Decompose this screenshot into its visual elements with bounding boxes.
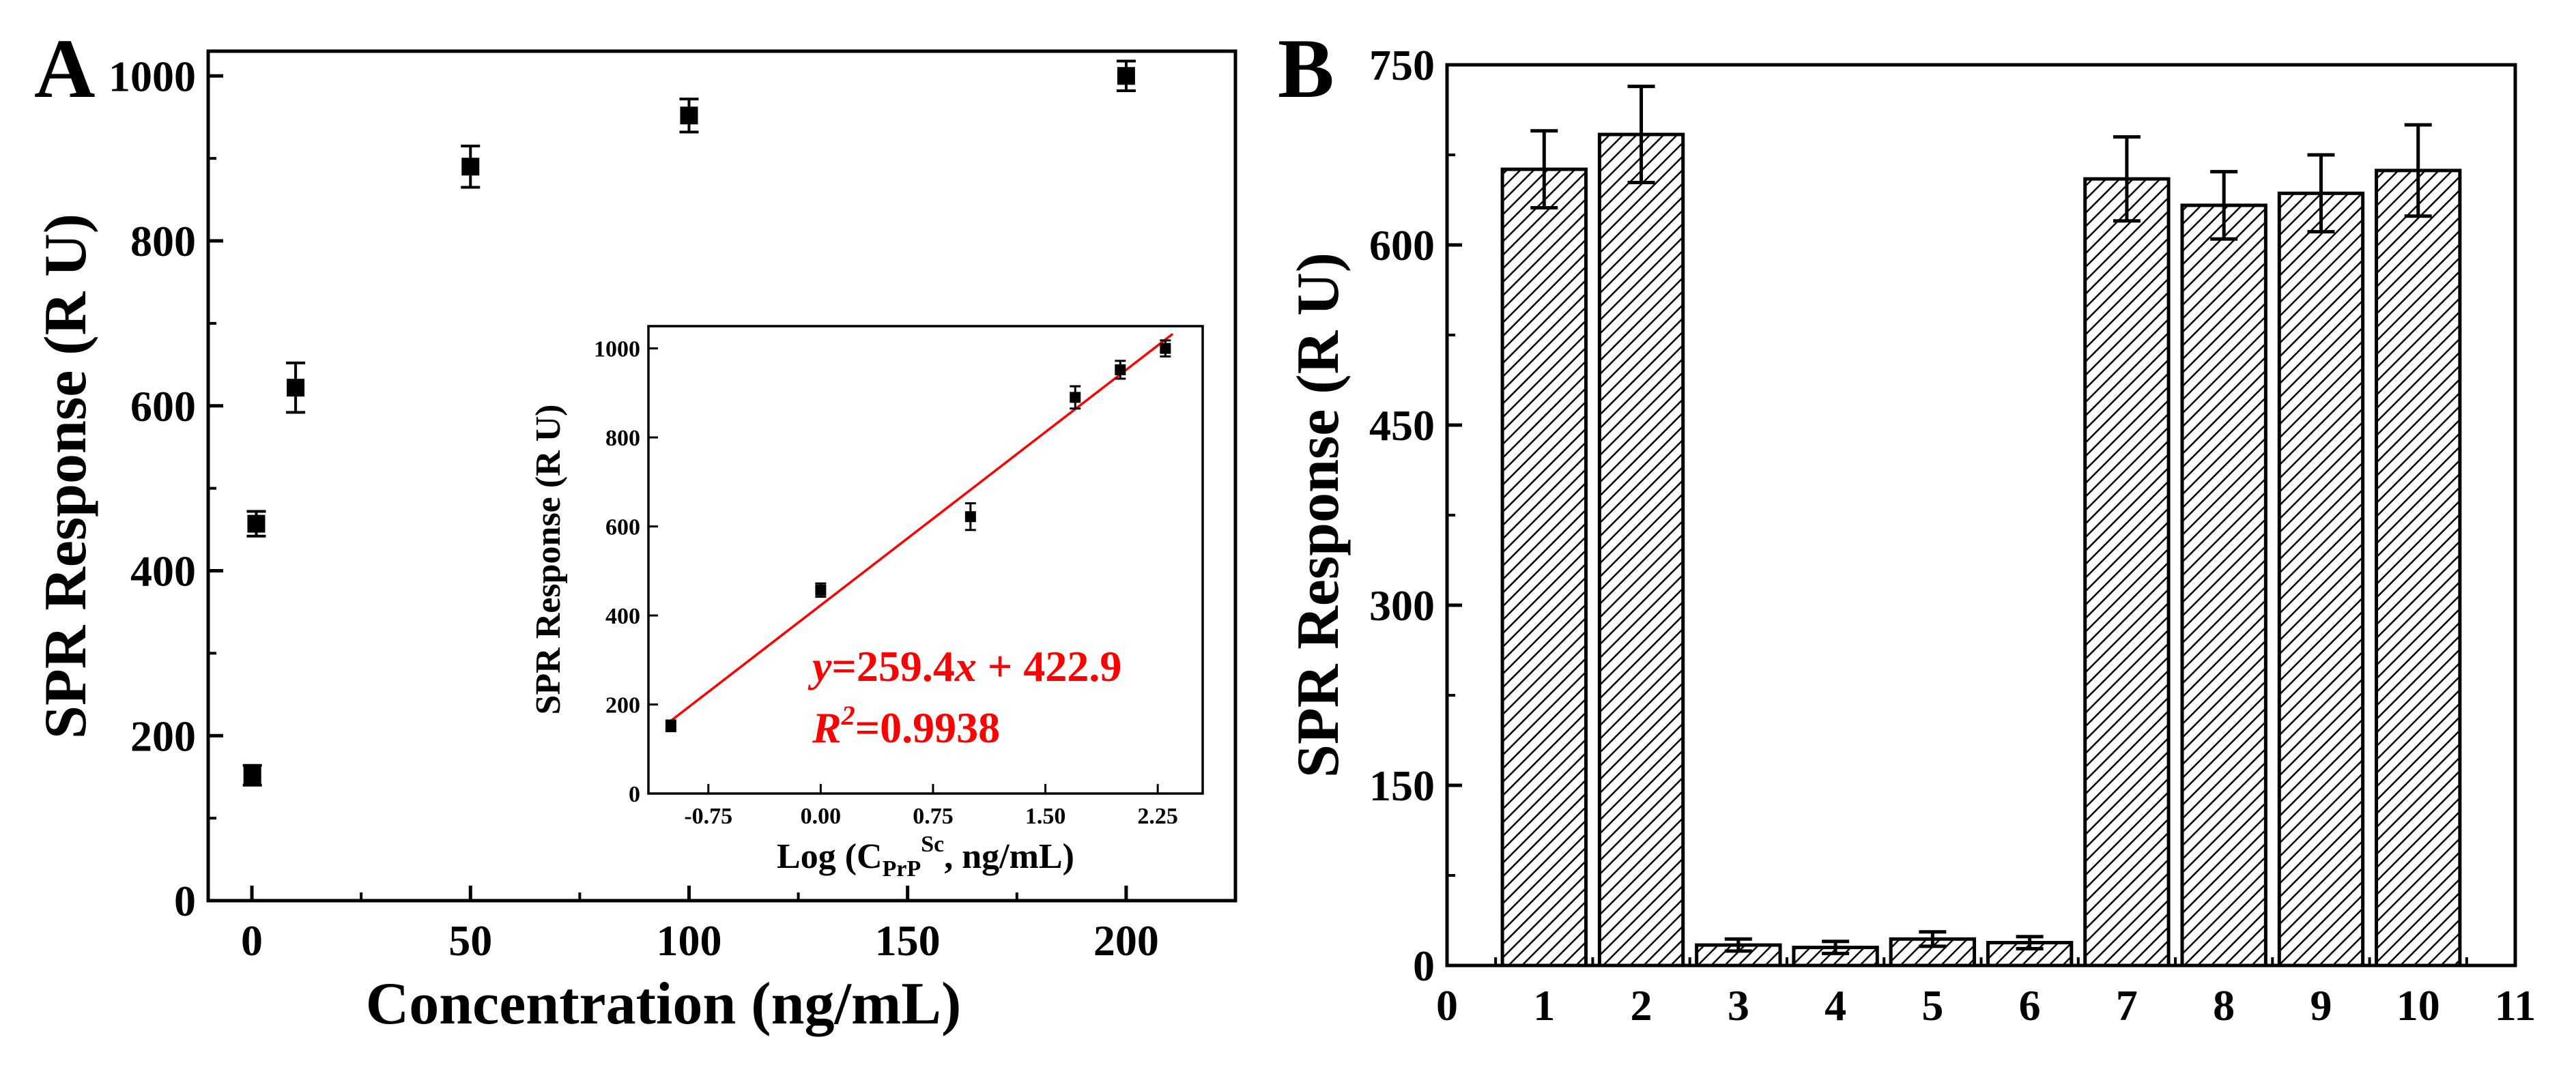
panel-a-x-axis-title: Concentration (ng/mL) (366, 971, 962, 1037)
panel-b-bars (1500, 85, 2462, 968)
panel-b-y-axis: 0 150 300 450 600 750 (1369, 41, 1462, 990)
panel-a-x-axis: 0 50 100 150 200 (241, 886, 1159, 965)
bar (2180, 203, 2267, 968)
inset-y-tick-label: 0 (629, 782, 640, 807)
inset-x-tick-label: 2.25 (1137, 804, 1178, 829)
inset-y-tick-label: 1000 (594, 337, 640, 362)
data-point (247, 514, 266, 533)
y-tick-label: 1000 (109, 52, 196, 100)
x-tick-label: 50 (448, 916, 492, 965)
inset-data-point (1160, 343, 1171, 354)
inset-plot-frame (647, 325, 1204, 795)
x-tick-label: 2 (1631, 981, 1652, 1030)
inset-y-tick-label: 800 (605, 426, 640, 451)
inset-data-point (1115, 364, 1126, 375)
inset-data-point (1070, 392, 1081, 403)
inset-fit-line (670, 333, 1174, 722)
inset-x-axis: -0.75 0.00 0.75 1.50 2.25 (684, 784, 1178, 829)
x-tick-label: 11 (2495, 981, 2536, 1030)
inset-x-axis-title: Log (CPrPSc, ng/mL) (777, 832, 1074, 882)
bar (2277, 191, 2365, 968)
inset-x-axis-title-suffix: , ng/mL) (944, 837, 1074, 876)
data-point (243, 766, 261, 785)
bar (1500, 167, 1588, 968)
y-tick-label: 400 (130, 547, 196, 596)
x-tick-label: 4 (1824, 981, 1846, 1030)
data-point (461, 158, 480, 176)
y-tick-label: 600 (130, 382, 196, 431)
data-point (1117, 67, 1135, 85)
y-tick-label: 150 (1369, 761, 1435, 810)
x-tick-label: 0 (241, 916, 263, 965)
y-tick-label: 600 (1369, 221, 1435, 270)
inset-data-point (964, 511, 976, 523)
bar (1889, 937, 1977, 968)
data-point (287, 379, 305, 397)
inset-x-tick-label: -0.75 (684, 804, 732, 829)
panel-b-x-axis: 0 1 2 3 4 5 6 7 8 9 10 11 (1436, 950, 2536, 1030)
bar (1986, 941, 2074, 968)
r-squared-value: =0.9938 (855, 703, 1000, 752)
y-tick-label: 0 (174, 877, 196, 925)
y-tick-label: 200 (130, 712, 196, 760)
r-squared: R2=0.9938 (812, 700, 1000, 752)
r-squared-letter: R (812, 703, 842, 752)
inset-y-tick-label: 600 (605, 515, 640, 540)
y-tick-label: 0 (1413, 942, 1435, 990)
inset-x-axis-title-superscript: Sc (921, 832, 944, 857)
x-tick-label: 5 (1921, 981, 1943, 1030)
inset-data-point (665, 720, 676, 731)
x-tick-label: 100 (656, 916, 721, 965)
inset-data-point (815, 584, 827, 596)
inset-y-axis: 0 200 400 600 800 1000 (594, 337, 658, 807)
fit-equation-slope: =259.4 (831, 642, 954, 690)
x-tick-label: 1 (1533, 981, 1555, 1030)
panel-a: A 0 200 400 600 800 1000 0 50 100 150 200 SPR Res… (33, 22, 1237, 1037)
panel-b-y-axis-title: SPR Response (R U) (1285, 252, 1351, 778)
x-tick-label: 9 (2310, 981, 2332, 1030)
y-tick-label: 300 (1369, 581, 1435, 630)
y-tick-label: 450 (1369, 401, 1435, 450)
bar (1597, 132, 1685, 968)
inset-x-axis-title-prefix: Log (C (777, 837, 883, 876)
x-tick-label: 0 (1436, 981, 1458, 1030)
x-tick-label: 3 (1728, 981, 1749, 1030)
panel-b: B 0 150 300 450 600 750 0 1 2 3 4 5 6 7 8 9 10 11 SPR Re… (1278, 22, 2536, 1030)
fit-equation: y=259.4x + 422.9 (807, 642, 1121, 690)
x-tick-label: 10 (2396, 981, 2440, 1030)
y-tick-label: 800 (130, 217, 196, 265)
inset-data-series (665, 339, 1171, 733)
data-point (680, 106, 698, 125)
inset-x-tick-label: 0.75 (913, 804, 954, 829)
inset-x-tick-label: 0.00 (801, 804, 842, 829)
panel-a-plot-frame (206, 49, 1237, 903)
x-tick-label: 8 (2213, 981, 2235, 1030)
panel-a-label: A (34, 22, 96, 115)
inset-y-tick-label: 400 (605, 604, 640, 629)
fit-equation-x: x (954, 642, 977, 690)
y-tick-label: 750 (1369, 41, 1435, 89)
inset-x-axis-title-subscript: PrP (883, 856, 921, 882)
inset-y-tick-label: 200 (605, 693, 640, 718)
panel-b-label: B (1278, 22, 1334, 115)
r-squared-superscript: 2 (841, 700, 855, 731)
inset-y-axis-title: SPR Response (R U) (529, 405, 568, 715)
x-tick-label: 6 (2019, 981, 2041, 1030)
panel-a-y-axis-title: SPR Response (R U) (33, 214, 99, 739)
panel-a-data-series (242, 59, 1136, 787)
bar (2375, 169, 2462, 968)
x-tick-label: 150 (875, 916, 941, 965)
x-tick-label: 200 (1093, 916, 1159, 965)
inset-x-tick-label: 1.50 (1025, 804, 1066, 829)
panel-a-y-axis: 0 200 400 600 800 1000 (109, 52, 223, 925)
fit-equation-intercept: + 422.9 (977, 642, 1121, 690)
bar (2083, 177, 2171, 968)
x-tick-label: 7 (2116, 981, 2138, 1030)
